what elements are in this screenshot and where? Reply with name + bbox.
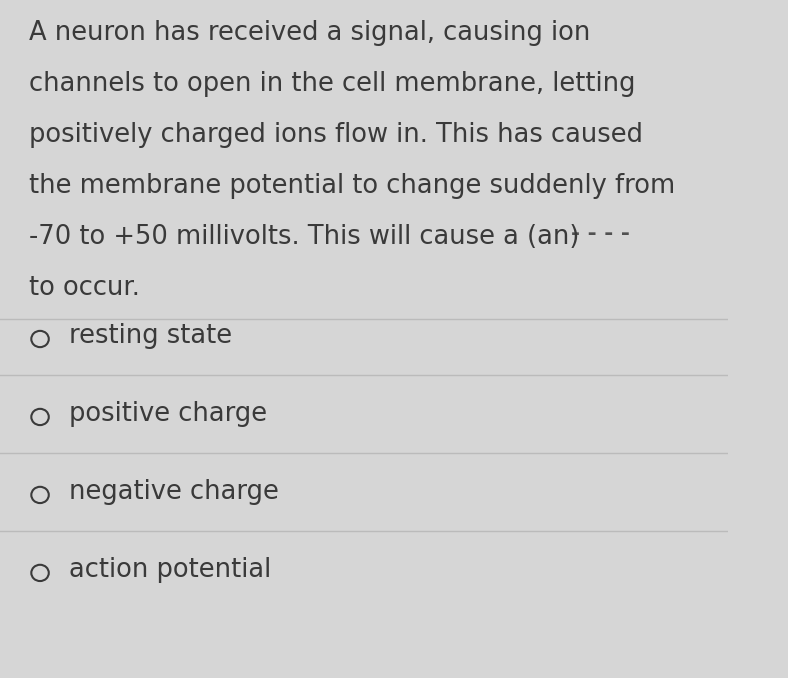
Text: positive charge: positive charge <box>69 401 267 426</box>
Text: - - - -: - - - - <box>571 224 630 243</box>
Text: -70 to +50 millivolts. This will cause a (an): -70 to +50 millivolts. This will cause a… <box>29 224 588 250</box>
Text: to occur.: to occur. <box>29 275 140 300</box>
Text: A neuron has received a signal, causing ion: A neuron has received a signal, causing … <box>29 20 590 46</box>
Text: positively charged ions flow in. This has caused: positively charged ions flow in. This ha… <box>29 122 643 148</box>
Text: negative charge: negative charge <box>69 479 279 504</box>
Text: action potential: action potential <box>69 557 271 582</box>
Text: resting state: resting state <box>69 323 232 348</box>
Text: channels to open in the cell membrane, letting: channels to open in the cell membrane, l… <box>29 71 636 97</box>
Text: the membrane potential to change suddenly from: the membrane potential to change suddenl… <box>29 173 675 199</box>
